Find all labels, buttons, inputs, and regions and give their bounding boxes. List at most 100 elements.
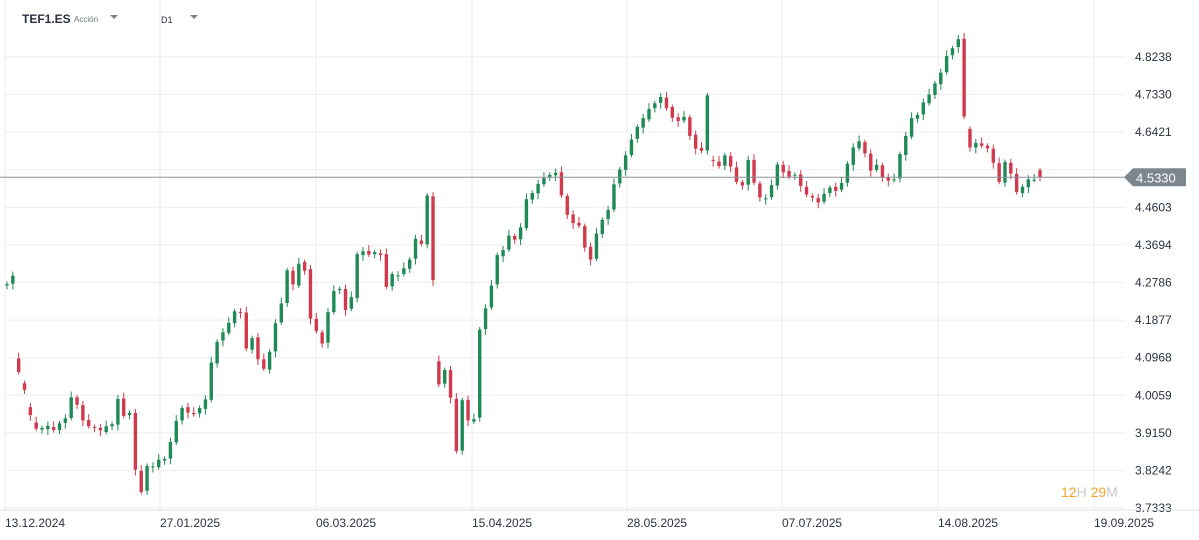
current-price-label: 4.5330	[1136, 170, 1176, 185]
candle-body	[174, 420, 178, 443]
candle	[1014, 168, 1019, 195]
candle	[705, 92, 710, 155]
candle-body	[40, 427, 44, 430]
y-tick-label: 4.4603	[1135, 200, 1172, 214]
candle-body	[979, 143, 984, 146]
candle-body	[571, 214, 575, 224]
candle	[892, 173, 896, 183]
candle-body	[291, 270, 295, 285]
candle-body	[501, 250, 505, 257]
candle-body	[1032, 179, 1036, 181]
candle	[997, 157, 1001, 185]
candle-body	[402, 268, 406, 275]
candle-body	[157, 459, 161, 468]
candle-body	[320, 332, 324, 344]
candle	[746, 155, 750, 191]
candle	[524, 193, 529, 231]
candle-body	[472, 419, 476, 422]
candle-body	[57, 423, 62, 430]
candle	[145, 463, 149, 495]
candle-body	[238, 312, 243, 314]
candle	[203, 395, 208, 415]
candle	[571, 210, 575, 229]
candle	[874, 159, 879, 173]
candle-body	[1026, 179, 1031, 188]
candle-body	[577, 222, 581, 226]
candle	[285, 267, 289, 308]
candle-body	[285, 270, 289, 303]
candle-body	[302, 262, 307, 271]
candle-body	[740, 182, 745, 186]
candle	[886, 173, 890, 187]
y-tick-label: 4.6421	[1135, 125, 1172, 139]
candle	[507, 229, 511, 253]
candle	[711, 155, 715, 167]
candle-body	[968, 128, 972, 148]
x-tick-label: 13.12.2024	[5, 516, 65, 530]
candle	[676, 113, 680, 127]
candle-body	[46, 425, 50, 430]
candle	[5, 281, 9, 290]
candle	[501, 245, 505, 263]
candle	[834, 182, 838, 197]
candle	[361, 247, 365, 261]
candle	[799, 170, 803, 192]
symbol-selector[interactable]: TEF1.ES	[22, 12, 71, 26]
candle	[16, 352, 21, 375]
candle-body	[670, 106, 675, 118]
candle	[734, 161, 739, 185]
candle	[565, 193, 569, 220]
candle-body	[962, 38, 966, 117]
candle-body	[162, 458, 167, 461]
candle-body	[145, 465, 149, 491]
candle	[828, 185, 832, 198]
candle	[933, 80, 937, 100]
candle	[769, 179, 774, 200]
candle	[775, 161, 780, 190]
candle	[991, 144, 996, 169]
candle-body	[250, 338, 254, 350]
x-tick-label: 07.07.2025	[782, 516, 842, 530]
candle	[717, 155, 721, 169]
candle	[723, 152, 727, 170]
candle-body	[717, 161, 721, 167]
candle-body	[548, 174, 552, 177]
candle	[553, 168, 558, 181]
candle	[927, 88, 931, 106]
candle-body	[822, 193, 826, 202]
candle	[180, 405, 184, 425]
candle	[28, 403, 33, 421]
candle	[688, 114, 692, 141]
candle-body	[629, 139, 634, 155]
candle	[635, 124, 640, 143]
candle	[904, 131, 908, 161]
candle-body	[956, 39, 960, 47]
candle	[804, 180, 809, 198]
candle-body	[186, 407, 190, 413]
candle-body	[711, 159, 715, 161]
candle	[437, 355, 441, 387]
candle	[110, 421, 114, 431]
candle	[314, 312, 319, 334]
candle	[81, 401, 85, 427]
candle-body	[483, 308, 488, 330]
x-tick-label: 14.08.2025	[938, 516, 998, 530]
candle-body	[612, 184, 616, 210]
candle	[267, 349, 272, 374]
candle-body	[804, 186, 809, 195]
chevron-down-icon[interactable]	[110, 15, 118, 19]
candle	[577, 216, 581, 229]
candle-body	[127, 413, 132, 416]
candle-body	[372, 252, 377, 255]
chevron-down-icon[interactable]	[190, 15, 198, 19]
candle	[606, 205, 610, 225]
candle	[1026, 175, 1031, 193]
candle-body	[676, 117, 680, 122]
candle-body	[734, 167, 739, 182]
timeframe-selector[interactable]: D1	[161, 15, 173, 25]
candle	[869, 149, 873, 177]
candle-body	[209, 362, 213, 400]
candles	[5, 32, 1042, 495]
candle-body	[647, 109, 651, 120]
